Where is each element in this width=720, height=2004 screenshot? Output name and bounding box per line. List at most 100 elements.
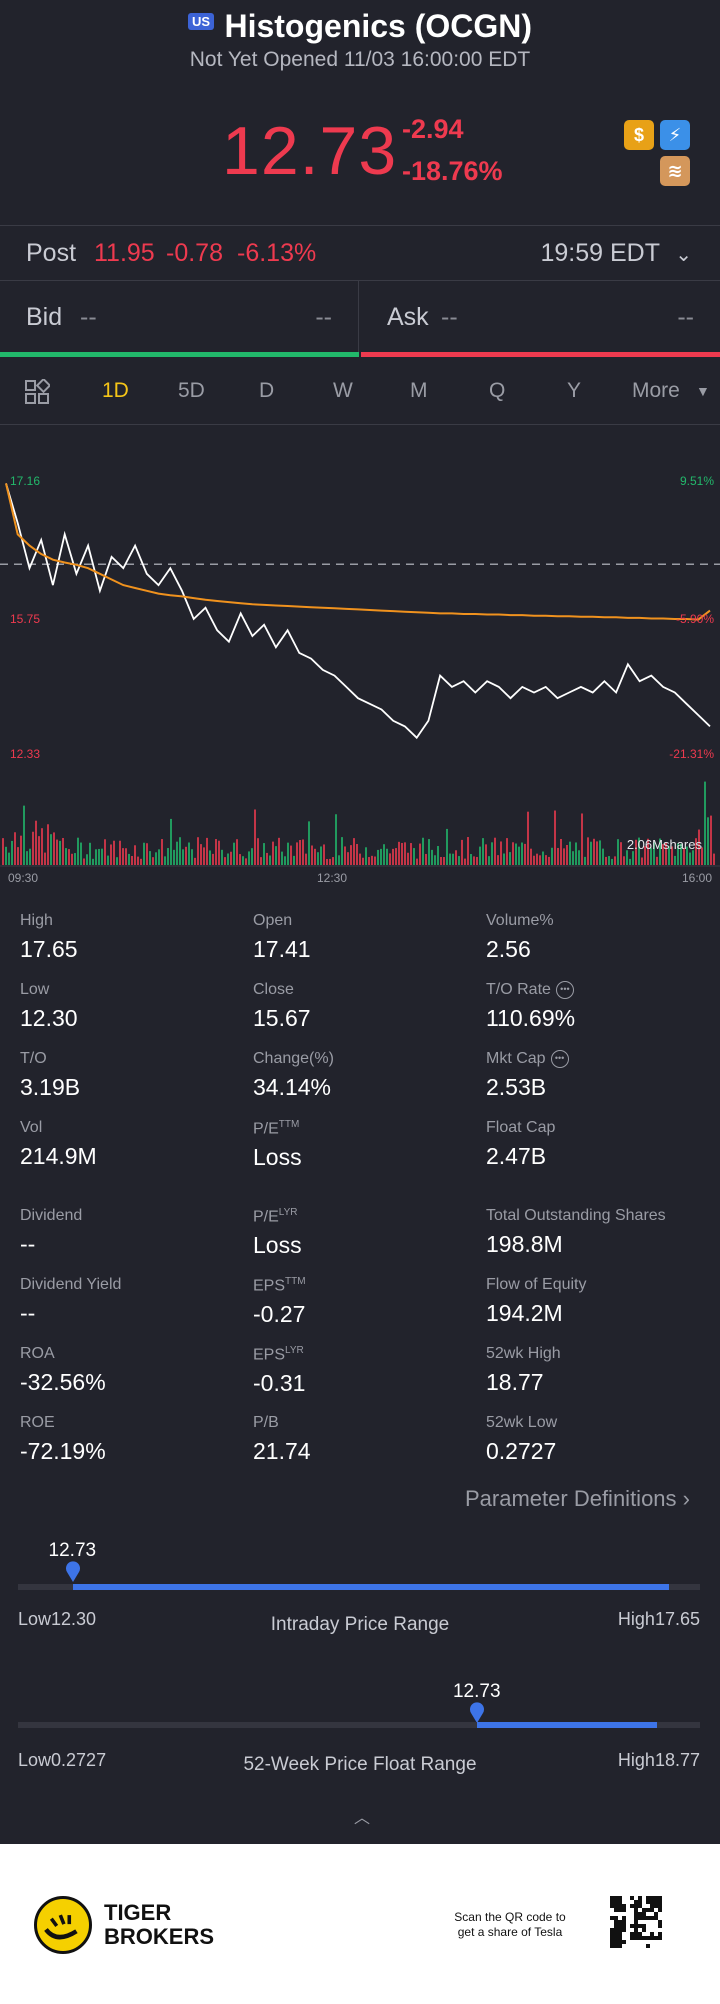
volume-bar (509, 852, 511, 865)
post-change-pct: -6.13% (237, 239, 317, 267)
tab-w[interactable]: W (333, 379, 353, 402)
volume-bar (44, 852, 46, 865)
stat-high: High 17.65 (20, 912, 78, 962)
volume-bar (14, 832, 16, 865)
volume-bar (344, 846, 346, 865)
volume-bar (584, 856, 586, 865)
tiger-logo-icon (34, 1896, 92, 1954)
tab-5d[interactable]: 5D (178, 379, 205, 402)
qr-code-icon[interactable] (610, 1896, 662, 1948)
volume-bar (173, 849, 175, 865)
volume-bar (575, 842, 577, 865)
volume-bar (548, 856, 550, 865)
post-market-row[interactable]: Post 11.95 -0.78 -6.13% 19:59 EDT ⌄ (0, 225, 720, 281)
layout-grid-icon[interactable] (24, 379, 50, 405)
stat-close: Close 15.67 (253, 981, 311, 1031)
flash-icon[interactable]: ⚡ (660, 120, 690, 150)
volume-bar (143, 842, 145, 865)
volume-bar (677, 843, 679, 865)
post-price: 11.95 (94, 239, 155, 267)
wk52-high: High18.77 (617, 1750, 700, 1770)
volume-bar (431, 849, 433, 865)
volume-bar (416, 858, 418, 865)
volume-bar (476, 856, 478, 865)
tab-more[interactable]: More (632, 379, 680, 402)
parameter-definitions-link[interactable]: Parameter Definitions › (465, 1486, 690, 1511)
volume-bar (224, 857, 226, 865)
stat-float-cap: Float Cap 2.47B (486, 1119, 556, 1169)
bid-price: -- (80, 303, 97, 331)
volume-bar (182, 849, 184, 865)
volume-bar (572, 851, 574, 865)
tab-m[interactable]: M (410, 379, 428, 402)
volume-bar (359, 853, 361, 865)
volume-bar (641, 857, 643, 865)
stat-52wk-high: 52wk High 18.77 (486, 1345, 561, 1395)
bid-label: Bid (26, 303, 63, 331)
price-low-label: 12.33 (10, 747, 41, 761)
volume-bar (542, 851, 544, 865)
bid-ask-row: Bid -- -- Ask -- -- (0, 281, 720, 357)
tab-1d[interactable]: 1D (102, 379, 129, 402)
stat-eps-lyr: EPSLYR -0.31 (253, 1345, 306, 1397)
tab-d[interactable]: D (259, 379, 275, 402)
volume-bar (704, 781, 706, 865)
volume-bar (689, 852, 691, 865)
layers-icon[interactable]: ≋ (660, 156, 690, 186)
volume-bar (242, 856, 244, 865)
volume-bar (392, 848, 394, 865)
chevron-up-icon[interactable]: ︿ (354, 1810, 371, 1827)
dollar-icon[interactable]: $ (624, 120, 654, 150)
volume-bar (254, 809, 256, 865)
caret-down-icon[interactable]: ▼ (696, 383, 710, 399)
stat-52wk-low: 52wk Low 0.2727 (486, 1414, 558, 1464)
post-label: Post (26, 239, 77, 267)
more-info-icon[interactable]: ••• (555, 981, 574, 999)
volume-bar (158, 849, 160, 865)
tab-q[interactable]: Q (489, 379, 506, 402)
volume-bar (602, 848, 604, 865)
volume-bar (95, 849, 97, 865)
volume-bar (140, 858, 142, 865)
volume-bar (137, 856, 139, 865)
stat-mkt-cap: Mkt Cap ••• 2.53B (486, 1050, 569, 1101)
volume-bar (323, 844, 325, 865)
volume-bar (260, 857, 262, 865)
volume-bar (530, 848, 532, 865)
volume-bar (632, 851, 634, 865)
volume-bar (29, 848, 31, 865)
volume-bar (488, 856, 490, 865)
volume-bar (8, 852, 10, 865)
volume-bar (113, 840, 115, 865)
volume-bar (119, 840, 121, 865)
volume-bar (389, 853, 391, 865)
volume-bar (518, 846, 520, 865)
stat-volume-pct: Volume% 2.56 (486, 912, 554, 962)
volume-bar (128, 853, 130, 865)
price-line (5, 483, 711, 740)
volume-bar (176, 841, 178, 865)
volume-bar (83, 858, 85, 865)
volume-bar (386, 848, 388, 865)
volume-bar (146, 843, 148, 865)
volume-bar (191, 849, 193, 865)
tab-y[interactable]: Y (567, 379, 582, 402)
bid-size: -- (315, 303, 332, 331)
volume-bar (614, 856, 616, 865)
volume-bar (185, 846, 187, 865)
volume-bar (281, 851, 283, 865)
volume-bar (398, 841, 400, 865)
volume-bar (395, 848, 397, 865)
volume-bar (17, 847, 19, 865)
volume-bar (338, 855, 340, 865)
volume-bar (125, 848, 127, 865)
volume-bar (326, 858, 328, 865)
wk52-low: Low0.2727 (18, 1750, 107, 1770)
intraday-chart[interactable]: 17.16 9.51% 15.75 -5.90% 12.33 -21.31% 2… (0, 425, 720, 890)
volume-bar (647, 838, 649, 865)
volume-bar (425, 853, 427, 865)
more-info-icon[interactable]: ••• (550, 1050, 569, 1068)
volume-bar (605, 856, 607, 865)
chevron-down-icon[interactable]: ⌄ (675, 244, 692, 266)
volume-bar (314, 848, 316, 865)
